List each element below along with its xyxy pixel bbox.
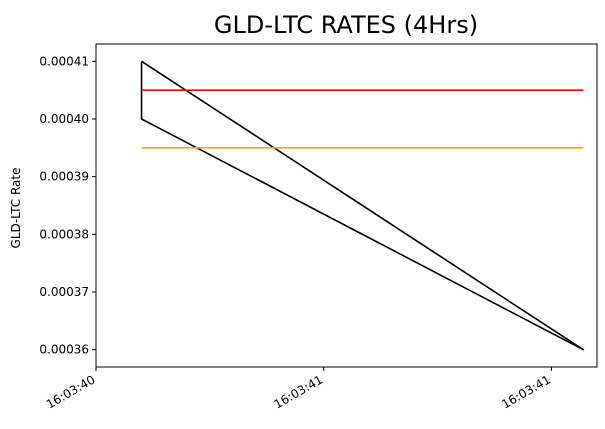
- y-tick-label: 0.00038: [39, 227, 89, 241]
- axes-layer: 0.00036 0.00037 0.00038 0.00039 0.00040 0.000…: [39, 43, 598, 412]
- chart-title: GLD-LTC RATES (4Hrs): [214, 11, 478, 39]
- y-tick-label: 0.00039: [39, 170, 89, 184]
- x-tick-label: 16:03:41: [272, 372, 326, 411]
- y-tick-label: 0.00037: [39, 285, 89, 299]
- series-layer: [140, 60, 585, 351]
- y-axis-label: GLD-LTC Rate: [9, 168, 23, 249]
- series-line-0: [140, 60, 585, 351]
- y-tick-label: 0.00040: [39, 112, 89, 126]
- plot-frame: [95, 43, 598, 368]
- x-tick-label: 16:03:40: [44, 372, 98, 411]
- x-tick-label: 16:03:41: [499, 372, 553, 411]
- y-tick-label: 0.00041: [39, 54, 89, 68]
- y-tick-label: 0.00036: [39, 343, 89, 357]
